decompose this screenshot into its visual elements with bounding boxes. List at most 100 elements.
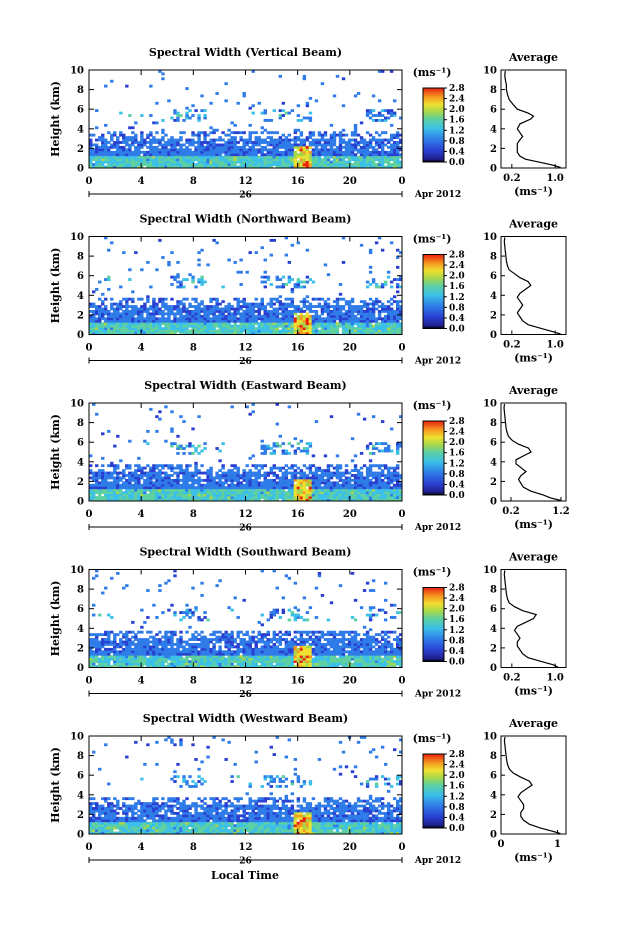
heatmap-cell (353, 469, 358, 472)
heatmap-cell (248, 474, 252, 477)
heatmap-cell (131, 324, 135, 328)
heatmap-cell (233, 153, 237, 157)
heatmap-cell (254, 466, 258, 470)
heatmap-cell (311, 474, 316, 477)
heatmap-cell (176, 307, 180, 311)
heatmap-cell (98, 136, 102, 139)
heatmap-cell (122, 297, 126, 301)
heatmap-cell (98, 486, 102, 490)
heatmap-cell (104, 660, 108, 663)
heatmap-cell (365, 469, 370, 472)
heatmap-cell (317, 148, 322, 152)
heatmap-cell (110, 319, 114, 323)
heatmap-cell (131, 493, 135, 497)
heatmap-cell (398, 300, 403, 304)
colorbar-tick-label: 0.4 (449, 314, 465, 324)
heatmap-cell (176, 486, 180, 490)
heatmap-cell (224, 474, 228, 477)
heatmap-cell (332, 160, 337, 164)
heatmap-cell (191, 160, 195, 164)
heatmap-cell (257, 464, 261, 468)
heatmap-cell (116, 155, 120, 159)
heatmap-cell (278, 478, 283, 482)
heatmap-cell (236, 476, 240, 480)
heatmap-cell (143, 643, 147, 646)
heatmap-cell (143, 324, 147, 328)
heatmap-cell (137, 165, 141, 169)
heatmap-cell (344, 493, 349, 497)
heatmap-cell (338, 133, 343, 137)
heatmap-cell (359, 145, 364, 149)
heatmap-cell (206, 314, 210, 318)
heatmap-cell (173, 327, 177, 330)
heatmap-cell (143, 486, 147, 490)
heatmap-cell (197, 160, 201, 164)
heatmap-cell (359, 136, 364, 139)
heatmap-cell (155, 496, 159, 499)
heatmap-cell (140, 466, 144, 470)
heatmap-cell (356, 498, 361, 502)
heatmap-cell (230, 488, 234, 492)
heatmap-cell (128, 158, 132, 162)
heatmap-cell (350, 312, 355, 316)
heatmap-cell (368, 322, 373, 326)
heatmap-cell (269, 471, 273, 475)
heatmap-cell (335, 476, 340, 480)
heatmap-cell (149, 469, 153, 472)
heatmap-cell (377, 449, 382, 453)
heatmap-cell (224, 314, 228, 318)
heatmap-cell (200, 493, 204, 497)
heatmap-cell (140, 638, 144, 641)
heatmap-cell (344, 165, 349, 169)
heatmap-cell (398, 476, 403, 480)
heatmap-cell (236, 488, 240, 492)
heatmap-cell (257, 307, 261, 311)
heatmap-cell (119, 643, 123, 646)
heatmap-cell (326, 486, 331, 490)
heatmap-cell (230, 469, 234, 472)
heatmap-cell (395, 145, 400, 149)
heatmap-cell (254, 158, 258, 162)
heatmap-cell (155, 662, 159, 666)
heatmap-cell (368, 491, 373, 495)
heatmap-cell (110, 133, 114, 137)
heatmap-cell (350, 319, 355, 323)
heatmap-cell (365, 150, 370, 154)
heatmap-cell (326, 488, 331, 492)
heatmap-cell (137, 297, 141, 301)
heatmap-cell (149, 483, 153, 487)
heatmap-cell (260, 322, 264, 326)
heatmap-cell (149, 488, 153, 492)
heatmap-cell (146, 155, 150, 159)
heatmap-cell (344, 302, 349, 306)
heatmap-cell (104, 486, 108, 490)
heatmap-cell (347, 488, 352, 492)
heatmap-cell (167, 141, 171, 144)
heatmap-cell (371, 476, 376, 480)
heatmap-cell (350, 317, 355, 321)
heatmap-cell (107, 314, 111, 318)
heatmap-cell (266, 158, 270, 162)
heatmap-cell (125, 652, 129, 656)
heatmap-cell (122, 586, 126, 590)
heatmap-cell (314, 150, 319, 154)
heatmap-cell (263, 319, 267, 323)
heatmap-cell (296, 491, 301, 495)
heatmap-cell (368, 133, 373, 137)
heatmap-cell (326, 143, 331, 147)
heatmap-cell (92, 322, 96, 326)
heatmap-cell (362, 141, 367, 144)
heatmap-cell (146, 329, 150, 333)
heatmap-cell (290, 471, 295, 475)
heatmap-cell (257, 314, 261, 318)
heatmap-cell (179, 332, 183, 335)
heatmap-cell (347, 307, 352, 311)
heatmap-cell (122, 633, 126, 637)
heatmap-cell (188, 155, 192, 159)
heatmap-cell (131, 141, 135, 144)
heatmap-cell (380, 153, 385, 157)
average-y-tick-label: 10 (483, 66, 497, 77)
heatmap-cell (152, 603, 156, 607)
heatmap-cell (176, 466, 180, 470)
heatmap-cell (290, 153, 295, 157)
